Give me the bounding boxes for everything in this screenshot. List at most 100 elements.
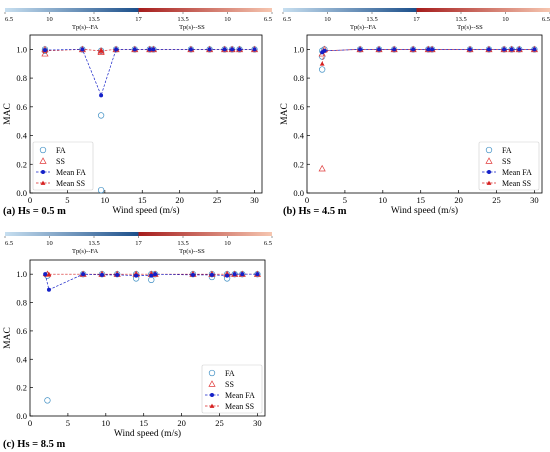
- legend-label: SS: [225, 380, 234, 389]
- y-tick-label: 0.0: [16, 411, 27, 421]
- data-point-mean-fa: [209, 272, 214, 277]
- data-point-ss: [318, 164, 326, 172]
- data-point-mean-fa: [532, 47, 537, 52]
- x-tick-label: 5: [343, 195, 347, 205]
- data-point-fa: [44, 397, 51, 404]
- x-tick-label: 25: [492, 195, 501, 205]
- y-tick-label: 0.8: [293, 73, 304, 83]
- x-tick-label: 20: [177, 418, 186, 428]
- data-point-mean-fa: [134, 273, 139, 278]
- data-point-mean-fa: [509, 47, 514, 52]
- series-mean-fa: [43, 272, 260, 292]
- colorbar-tick-label: 13.5: [455, 16, 466, 23]
- data-point-mean-fa: [114, 47, 119, 52]
- data-point-mean-fa: [232, 272, 237, 277]
- series-mean-fa: [320, 47, 537, 55]
- colorbar-label-ss: Tp(s)--SS: [179, 248, 205, 255]
- data-point-mean-fa: [230, 47, 235, 52]
- y-tick-label: 0.2: [16, 383, 27, 393]
- colorbar-label-fa: Tp(s)--FA: [72, 248, 99, 255]
- data-point-fa: [148, 276, 155, 284]
- colorbar-tick-label: 17: [413, 16, 420, 23]
- x-tick-label: 0: [305, 195, 309, 205]
- colorbar-tick-label: 17: [135, 16, 142, 23]
- colorbar-tick-label: 10: [502, 16, 509, 23]
- data-point-mean-fa: [392, 47, 397, 52]
- colorbar-label-ss: Tp(s)--SS: [457, 24, 483, 31]
- data-point-mean-fa: [430, 47, 435, 52]
- colorbar-tick-label: 6.5: [283, 16, 291, 23]
- legend-marker: [208, 380, 216, 387]
- x-tick-label: 25: [213, 195, 222, 205]
- colorbar-label-ss: Tp(s)--SS: [179, 24, 205, 31]
- legend-marker: [209, 403, 215, 408]
- legend-marker: [39, 157, 47, 164]
- data-point-mean-ss: [98, 48, 104, 53]
- colorbar-tick-label: 10: [46, 16, 53, 23]
- data-point-mean-fa: [151, 47, 156, 52]
- data-point-mean-fa: [225, 273, 230, 278]
- legend-label: Mean SS: [56, 179, 85, 188]
- legend-marker: [40, 180, 46, 185]
- legend-label: Mean FA: [56, 168, 86, 177]
- colorbar-tick-label: 10: [224, 240, 231, 247]
- panel-b: 6.5 10 13.5 17 13.5 10 6.5 Tp(s)--FA Tp(s)--SS 0 5…: [280, 8, 550, 217]
- data-point-mean-fa: [252, 47, 257, 52]
- y-tick-label: 0.2: [293, 159, 304, 169]
- data-point-mean-fa: [80, 47, 85, 52]
- data-point-mean-ss: [319, 61, 325, 66]
- plot-frame: [306, 34, 543, 194]
- x-tick-label: 15: [416, 195, 425, 205]
- data-point-mean-fa: [255, 272, 260, 277]
- legend-marker: [486, 180, 492, 185]
- legend-marker: [485, 146, 493, 154]
- legend-marker: [210, 393, 214, 397]
- colorbar-tick-label: 6.5: [5, 16, 13, 23]
- x-axis-label: Wind speed (m/s): [114, 428, 181, 439]
- x-tick-label: 30: [253, 418, 262, 428]
- data-point-mean-fa: [222, 47, 227, 52]
- legend-box: [478, 141, 540, 191]
- legend-label: FA: [502, 146, 512, 155]
- legend-marker: [485, 157, 493, 164]
- data-point-mean-fa: [43, 272, 48, 277]
- x-tick-label: 5: [66, 418, 70, 428]
- data-point-ss: [41, 49, 49, 57]
- x-tick-label: 15: [139, 418, 148, 428]
- colorbar-label-fa: Tp(s)--FA: [350, 24, 377, 31]
- colorbar-tick-label: 6.5: [542, 16, 550, 23]
- y-tick-label: 0.8: [16, 298, 27, 308]
- colorbar-ss: [138, 232, 272, 236]
- panel-a: 6.5 10 13.5 17 13.5 10 6.5 Tp(s)--FA Tp(s)--SS 0 5…: [3, 8, 273, 217]
- colorbar-ss: [416, 8, 550, 12]
- y-tick-label: 0.0: [293, 188, 304, 198]
- legend-label: FA: [56, 146, 66, 155]
- y-tick-label: 0.4: [293, 131, 304, 141]
- y-tick-label: 0.4: [16, 131, 27, 141]
- data-point-mean-fa: [517, 47, 522, 52]
- legend-marker: [487, 170, 491, 174]
- colorbar-tick-label: 6.5: [264, 16, 272, 23]
- y-tick-label: 0.6: [16, 326, 27, 336]
- legend-label: Mean FA: [225, 391, 255, 400]
- colorbar-label-fa: Tp(s)--FA: [72, 24, 99, 31]
- data-point-mean-fa: [207, 47, 212, 52]
- data-point-mean-fa: [411, 47, 416, 52]
- x-tick-label: 30: [530, 195, 539, 205]
- data-point-fa: [97, 112, 105, 119]
- legend: FA SS Mean FA Mean SS: [32, 141, 94, 191]
- x-tick-label: 0: [28, 195, 32, 205]
- colorbar-tick-label: 10: [324, 16, 331, 23]
- legend-label: SS: [56, 157, 65, 166]
- colorbar-fa: [283, 8, 417, 12]
- x-tick-label: 20: [175, 195, 184, 205]
- data-point-mean-ss: [46, 271, 52, 277]
- data-point-mean-fa: [149, 273, 154, 278]
- series-line-mean-fa: [44, 49, 255, 97]
- colorbar-tick-label: 17: [135, 240, 142, 247]
- data-point-mean-fa: [237, 47, 242, 52]
- colorbar-tick-label: 13.5: [177, 240, 188, 247]
- data-point-mean-fa: [81, 272, 86, 277]
- panel-caption: (b) Hs = 4.5 m: [283, 206, 347, 217]
- data-point-mean-fa: [100, 272, 105, 277]
